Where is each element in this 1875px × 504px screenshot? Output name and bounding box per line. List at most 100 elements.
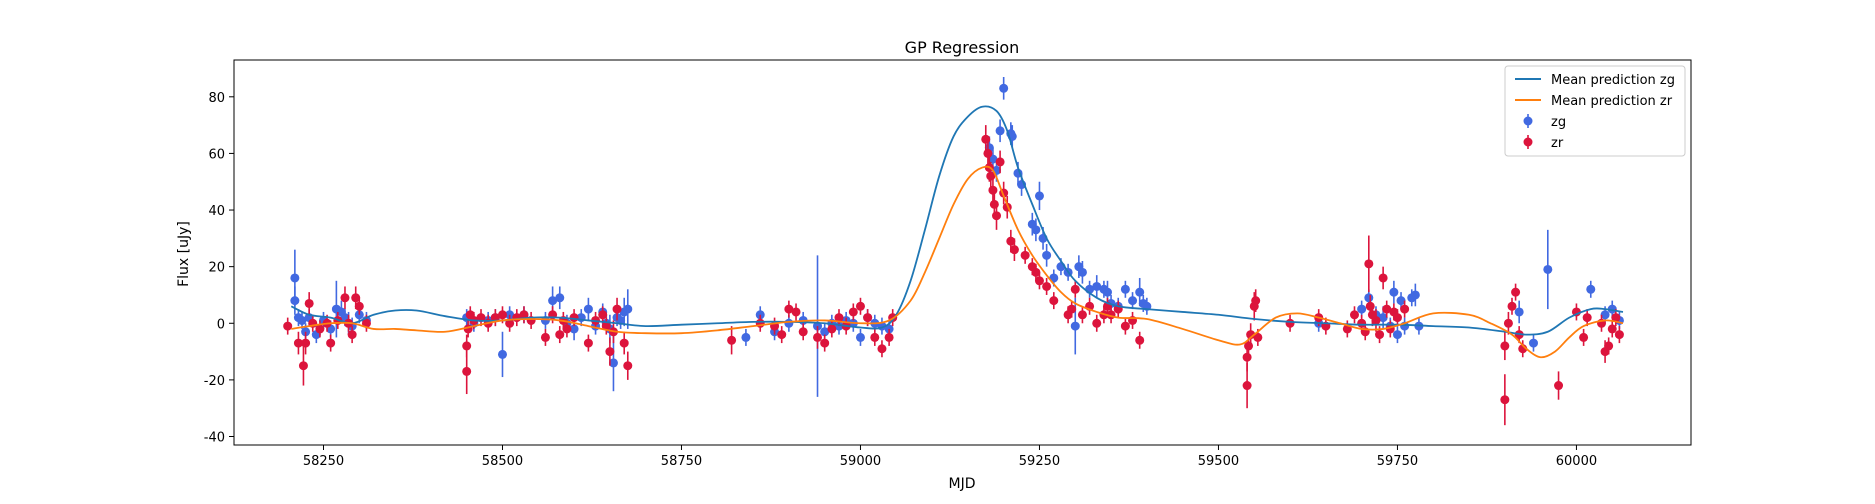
data-point-zg [497,349,507,359]
data-point-zg [290,273,300,283]
data-point-zg [1586,284,1596,294]
data-point-zg [1135,287,1145,297]
data-point-zr [1251,296,1261,306]
series-zr [283,125,1624,426]
data-point-zr [1554,381,1564,391]
data-point-zg [1077,267,1087,277]
data-point-zg [290,296,300,306]
data-point-zr [354,301,364,311]
data-point-zr [351,293,361,303]
data-point-zr [992,211,1002,221]
data-point-zr [1246,330,1256,340]
data-point-zr [1582,313,1592,323]
data-point-zr [283,321,293,331]
data-point-zr [340,293,350,303]
data-point-zg [540,315,550,325]
data-point-zg [1042,250,1052,260]
data-point-zg [1378,313,1388,323]
data-point-zr [619,338,629,348]
plot-frame [233,59,1692,446]
data-point-zr [462,341,472,351]
data-point-zr [784,304,794,314]
data-point-zr [1042,281,1052,291]
data-point-zr [1364,259,1374,269]
data-point-zr [1049,296,1059,306]
data-point-zr [1242,381,1252,391]
data-point-zr [519,310,529,320]
x-tick-label: 59250 [1019,454,1060,469]
data-point-zg [1031,225,1041,235]
data-point-zg [1128,296,1138,306]
y-tick-label: 80 [208,91,225,106]
data-point-zg [555,293,565,303]
data-point-zr [326,338,336,348]
data-point-zr [347,330,357,340]
data-point-zg [1389,287,1399,297]
line-mean-prediction-zr [291,165,1624,359]
x-tick-label: 58250 [303,454,344,469]
x-tick-label: 59750 [1377,454,1418,469]
data-point-zr [798,327,808,337]
data-point-zr [569,313,579,323]
data-point-zg [1102,287,1112,297]
data-point-zr [612,304,622,314]
data-point-zg [999,83,1009,93]
data-point-zr [304,298,314,308]
data-point-zr [1500,395,1510,405]
data-point-zr [1579,332,1589,342]
data-point-zr [1400,304,1410,314]
x-tick-label: 60000 [1556,454,1597,469]
data-point-zr [562,324,572,334]
data-point-zr [1500,341,1510,351]
data-point-zr [1020,250,1030,260]
data-point-zr [1503,318,1513,328]
legend-box [1504,65,1686,157]
x-tick-label: 58500 [482,454,523,469]
data-point-zr [1375,330,1385,340]
data-point-zg [1600,310,1610,320]
data-point-zr [1507,301,1517,311]
data-point-zg [741,332,751,342]
data-point-zg [297,315,307,325]
data-point-zr [1031,267,1041,277]
data-point-zr [777,330,787,340]
data-point-zr [555,330,565,340]
data-point-zr [1077,310,1087,320]
data-point-zr [884,332,894,342]
data-point-zr [1349,310,1359,320]
data-point-zr [505,318,515,328]
data-point-zr [1607,324,1617,334]
data-point-zg [623,304,633,314]
data-point-zg [1392,330,1402,340]
data-point-zg [569,324,579,334]
legend-label: Mean prediction zg [1551,73,1675,88]
data-point-zr [1611,313,1621,323]
x-tick-label: 58750 [661,454,702,469]
data-point-zr [1392,313,1402,323]
legend-label: zr [1551,136,1564,151]
data-point-zr [791,307,801,317]
data-point-zr [497,310,507,320]
data-point-zg [1396,296,1406,306]
data-point-zr [1378,273,1388,283]
data-point-zr [983,148,993,158]
data-point-zr [863,313,873,323]
data-point-zg [784,318,794,328]
data-point-zg [855,332,865,342]
y-axis-label: Flux [uJy] [176,221,192,287]
data-point-zg [608,358,618,368]
data-point-zr [298,361,308,371]
line-mean-prediction-zg [290,105,1624,336]
data-point-zr [855,301,865,311]
data-point-zr [1242,352,1252,362]
data-point-zr [1092,318,1102,328]
data-point-zg [995,126,1005,136]
chart-title: GP Regression [905,38,1020,57]
data-point-zg [583,304,593,314]
data-point-zr [583,338,593,348]
data-point-zr [1034,276,1044,286]
data-point-zg [1364,293,1374,303]
data-point-zr [361,318,371,328]
